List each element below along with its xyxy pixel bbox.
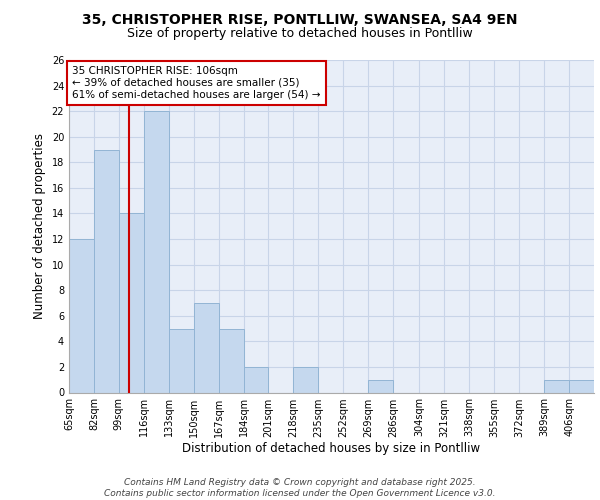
Bar bbox=[293, 367, 319, 392]
X-axis label: Distribution of detached houses by size in Pontlliw: Distribution of detached houses by size … bbox=[182, 442, 481, 456]
Bar bbox=[119, 214, 144, 392]
Bar bbox=[569, 380, 594, 392]
Bar bbox=[69, 239, 94, 392]
Bar bbox=[544, 380, 569, 392]
Bar bbox=[244, 367, 268, 392]
Bar bbox=[94, 150, 119, 392]
Bar bbox=[169, 328, 194, 392]
Text: 35, CHRISTOPHER RISE, PONTLLIW, SWANSEA, SA4 9EN: 35, CHRISTOPHER RISE, PONTLLIW, SWANSEA,… bbox=[82, 12, 518, 26]
Bar bbox=[368, 380, 393, 392]
Bar bbox=[218, 328, 244, 392]
Y-axis label: Number of detached properties: Number of detached properties bbox=[33, 133, 46, 320]
Bar bbox=[144, 111, 169, 392]
Text: Size of property relative to detached houses in Pontlliw: Size of property relative to detached ho… bbox=[127, 28, 473, 40]
Text: 35 CHRISTOPHER RISE: 106sqm
← 39% of detached houses are smaller (35)
61% of sem: 35 CHRISTOPHER RISE: 106sqm ← 39% of det… bbox=[72, 66, 320, 100]
Text: Contains HM Land Registry data © Crown copyright and database right 2025.
Contai: Contains HM Land Registry data © Crown c… bbox=[104, 478, 496, 498]
Bar bbox=[194, 303, 218, 392]
